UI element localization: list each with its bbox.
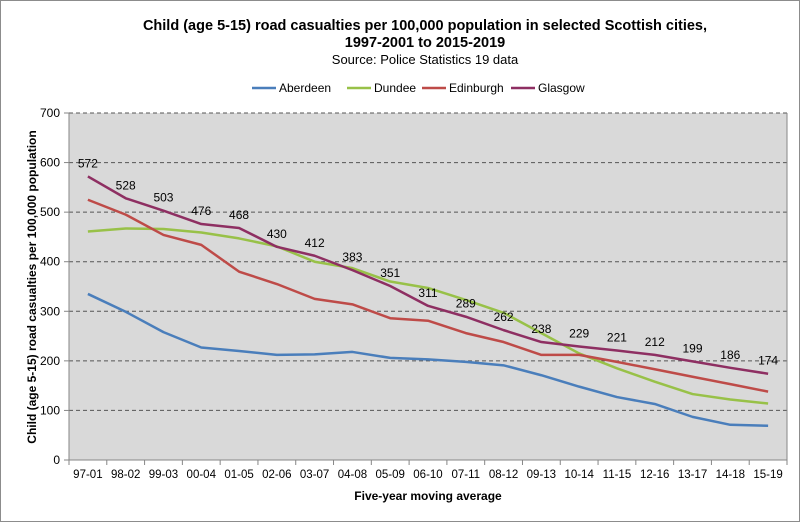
- x-tick-label: 01-05: [224, 469, 253, 481]
- x-tick-label: 12-16: [640, 469, 669, 481]
- y-tick-label: 100: [40, 403, 60, 417]
- data-label: 174: [758, 354, 778, 368]
- x-tick-label: 09-13: [527, 469, 556, 481]
- plot-area: [69, 113, 787, 460]
- data-label: 186: [720, 348, 740, 362]
- series-line-edinburgh: [87, 198, 769, 393]
- x-tick-label: 13-17: [678, 469, 707, 481]
- data-label: 262: [494, 310, 514, 324]
- legend-label: Aberdeen: [279, 81, 331, 95]
- data-label: 221: [607, 330, 627, 344]
- data-label: 528: [116, 178, 136, 192]
- chart-title-line-2: 1997-2001 to 2015-2019: [345, 35, 505, 51]
- data-label: 572: [78, 156, 98, 170]
- data-label: 430: [267, 227, 287, 241]
- data-label: 229: [569, 326, 589, 340]
- data-label: 503: [153, 191, 173, 205]
- data-label: 476: [191, 204, 211, 218]
- data-label: 351: [380, 266, 400, 280]
- x-tick-label: 05-09: [375, 469, 404, 481]
- y-tick-label: 300: [40, 304, 60, 318]
- chart-subtitle: Source: Police Statistics 19 data: [332, 52, 519, 67]
- x-tick-label: 00-04: [187, 469, 217, 481]
- series-line-glasgow: [87, 175, 769, 375]
- legend-label: Edinburgh: [449, 81, 504, 95]
- series-line-aberdeen: [87, 292, 769, 428]
- x-tick-label: 04-08: [338, 469, 367, 481]
- y-axis-title: Child (age 5-15) road casualties per 100…: [25, 130, 39, 443]
- y-tick-label: 600: [40, 156, 60, 170]
- series-line-dundee: [87, 227, 769, 405]
- y-tick-label: 200: [40, 354, 60, 368]
- y-tick-label: 0: [53, 453, 60, 467]
- y-tick-label: 700: [40, 106, 60, 120]
- x-tick-label: 07-11: [452, 469, 481, 481]
- legend-label: Glasgow: [538, 81, 585, 95]
- x-tick-label: 03-07: [300, 469, 329, 481]
- x-axis-title: Five-year moving average: [354, 489, 502, 503]
- x-tick-label: 08-12: [489, 469, 518, 481]
- x-tick-label: 11-15: [603, 469, 632, 481]
- data-label: 199: [683, 341, 703, 355]
- y-tick-label: 400: [40, 255, 60, 269]
- chart-title-line-1: Child (age 5-15) road casualties per 100…: [143, 18, 707, 34]
- data-label: 238: [531, 322, 551, 336]
- data-label: 212: [645, 335, 665, 349]
- x-tick-label: 97-01: [73, 469, 102, 481]
- data-label: 383: [342, 250, 362, 264]
- x-tick-label: 98-02: [111, 469, 140, 481]
- data-label: 289: [456, 297, 476, 311]
- legend-label: Dundee: [374, 81, 416, 95]
- x-tick-label: 14-18: [716, 469, 745, 481]
- x-tick-label: 02-06: [262, 469, 291, 481]
- x-tick-label: 10-14: [564, 469, 594, 481]
- data-label: 412: [305, 236, 325, 250]
- x-tick-label: 06-10: [413, 469, 442, 481]
- y-tick-label: 500: [40, 205, 60, 219]
- x-tick-label: 15-19: [753, 469, 782, 481]
- x-tick-label: 99-03: [149, 469, 178, 481]
- data-label: 468: [229, 208, 249, 222]
- data-label: 311: [418, 286, 437, 300]
